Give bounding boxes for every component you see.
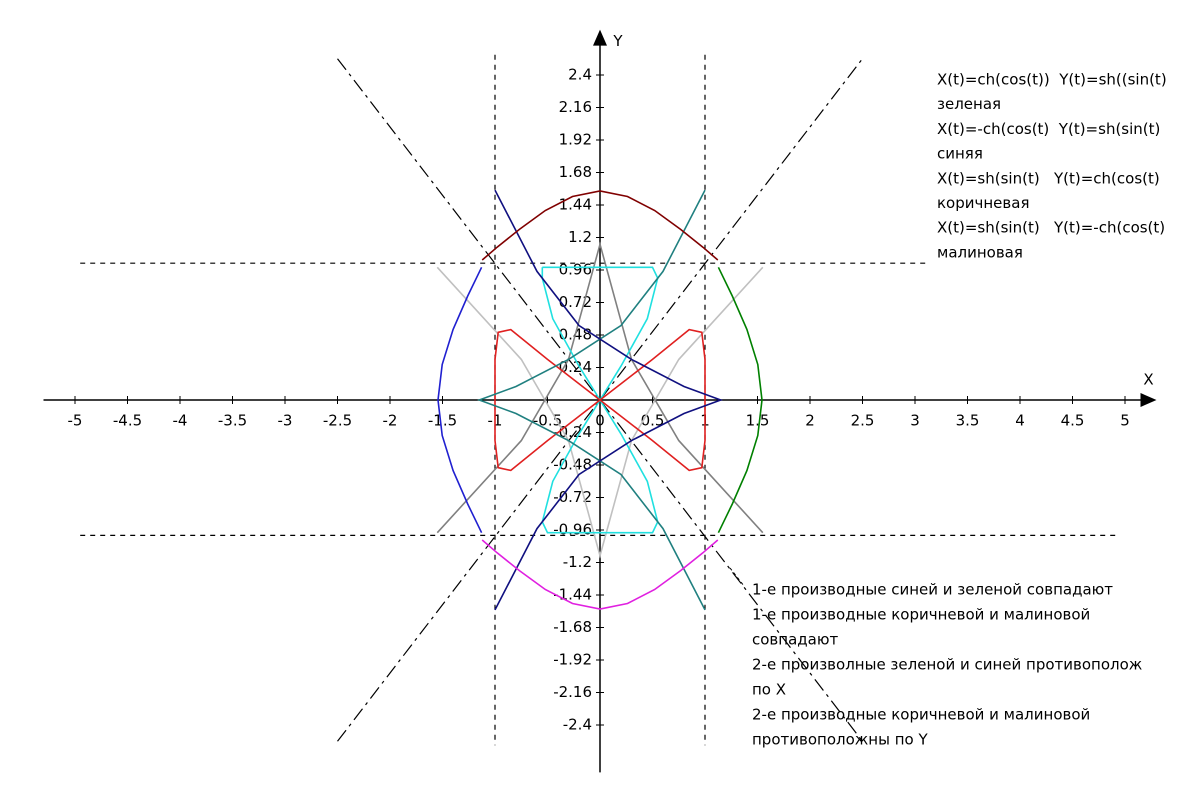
annotation: X(t)=sh(sin(t) Y(t)=ch(cos(t) — [937, 169, 1160, 187]
y-tick-label: -2.16 — [553, 683, 592, 701]
annotation: малиновая — [937, 243, 1023, 261]
annotation: X(t)=sh(sin(t) Y(t)=-ch(cos(t) — [937, 219, 1165, 237]
curve — [476, 189, 706, 611]
x-axis-arrow — [1140, 393, 1157, 407]
x-tick-label: -3 — [278, 412, 293, 430]
guide-line — [337, 58, 863, 742]
y-tick-label: -0.96 — [553, 521, 592, 539]
x-axis-label: X — [1143, 371, 1153, 389]
annotation: 1-е производные синей и зеленой совпадаю… — [752, 581, 1113, 599]
x-tick-label: 5 — [1120, 412, 1130, 430]
curve — [481, 190, 719, 261]
x-tick-label: -2.5 — [323, 412, 352, 430]
curve — [437, 266, 483, 534]
x-tick-label: -1.5 — [428, 412, 457, 430]
x-tick-label: -2 — [383, 412, 398, 430]
x-tick-label: 2.5 — [851, 412, 875, 430]
x-tick-label: 0 — [595, 412, 605, 430]
x-tick-label: 1.5 — [746, 412, 770, 430]
annotation: синяя — [937, 145, 983, 163]
y-tick-label: -1.68 — [553, 618, 592, 636]
x-tick-label: -4 — [173, 412, 188, 430]
y-tick-label: 0.72 — [559, 293, 592, 311]
annotation: зеленая — [937, 95, 1001, 113]
x-tick-label: -3.5 — [218, 412, 247, 430]
y-tick-label: 1.68 — [559, 163, 592, 181]
y-tick-label: 0.96 — [559, 260, 592, 278]
curve — [481, 539, 719, 610]
annotation: 1-е производные коричневой и малиновой — [752, 606, 1090, 624]
annotation: коричневая — [937, 194, 1029, 212]
x-tick-label: 3 — [910, 412, 920, 430]
x-tick-label: -5 — [68, 412, 83, 430]
x-tick-label: 0.5 — [641, 412, 665, 430]
y-tick-label: -1.92 — [553, 651, 592, 669]
annotation: противоположны по Y — [752, 731, 928, 749]
x-tick-label: 2 — [805, 412, 815, 430]
curve — [541, 266, 659, 534]
annotation: X(t)=ch(cos(t)) Y(t)=sh((sin(t) — [937, 71, 1167, 89]
curve — [494, 189, 724, 611]
x-tick-label: 4.5 — [1061, 412, 1085, 430]
y-tick-label: 2.4 — [568, 65, 592, 83]
annotation-leader — [729, 567, 745, 587]
y-tick-label: -1.44 — [553, 586, 592, 604]
curve — [436, 266, 764, 559]
y-tick-label: -2.4 — [563, 716, 592, 734]
y-axis-label: Y — [612, 32, 623, 50]
y-axis-arrow — [593, 29, 607, 46]
y-tick-label: -1.2 — [563, 553, 592, 571]
y-tick-label: 1.2 — [568, 228, 592, 246]
y-tick-label: 1.92 — [559, 130, 592, 148]
annotation: по X — [752, 681, 786, 699]
x-tick-label: -4.5 — [113, 412, 142, 430]
annotation: X(t)=-ch(cos(t) Y(t)=sh(sin(t) — [937, 120, 1160, 138]
annotation: совпадают — [752, 631, 838, 649]
x-tick-label: 3.5 — [956, 412, 980, 430]
guide-line — [337, 58, 863, 742]
annotation: 2-е производные коричневой и малиновой — [752, 706, 1090, 724]
annotation: 2-е произволные зеленой и синей противоп… — [752, 656, 1142, 674]
curve — [436, 241, 764, 534]
curve — [494, 328, 706, 472]
y-tick-label: 1.44 — [559, 195, 592, 213]
curve — [717, 266, 763, 534]
x-tick-label: 4 — [1015, 412, 1025, 430]
y-tick-label: 2.16 — [559, 98, 592, 116]
y-tick-label: -0.48 — [553, 456, 592, 474]
